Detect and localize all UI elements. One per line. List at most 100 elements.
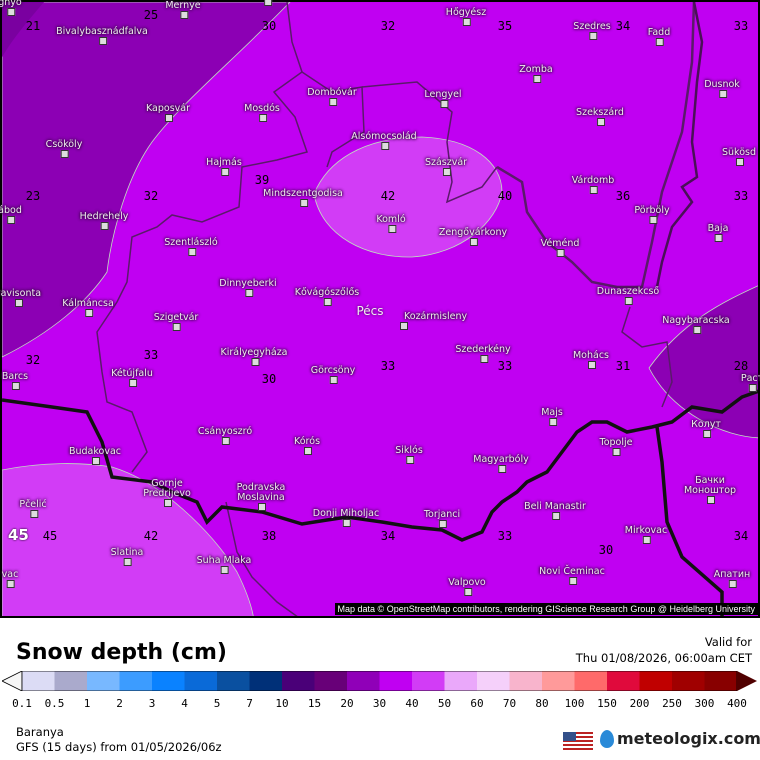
city-label: Várdomb — [572, 176, 614, 194]
city-label: Бачки Моноштор — [670, 476, 750, 504]
city-label: Mirkovac — [625, 526, 667, 544]
grid-value: 39 — [254, 173, 270, 187]
scale-tick-label: 200 — [629, 697, 650, 710]
grid-value: 28 — [733, 359, 749, 373]
city-label: Slatina — [111, 548, 143, 566]
city-label: Podravska Moslavina — [221, 483, 301, 511]
grid-value: 40 — [497, 189, 513, 203]
grid-value: 21 — [25, 19, 41, 33]
scale-tick-label: 2 — [116, 697, 123, 710]
city-label: Mosdós — [244, 104, 280, 122]
grid-value: 34 — [615, 19, 631, 33]
grid-value: 25 — [143, 8, 159, 22]
legend-title: Snow depth (cm) — [16, 640, 227, 665]
city-label: yavisonta — [0, 289, 41, 307]
city-label: Kórós — [294, 437, 320, 455]
grid-value: 32 — [143, 189, 159, 203]
grid-value: 23 — [25, 189, 41, 203]
city-label: Novi Čeminac — [539, 567, 605, 585]
city-label: Sükösd — [722, 148, 756, 166]
color-swatch — [412, 671, 445, 691]
city-label: Zengővárkony — [439, 228, 507, 246]
city-label: Somogyszil — [240, 0, 294, 6]
city-label: Suha Mlaka — [197, 556, 251, 574]
scale-tick-label: 3 — [148, 697, 156, 710]
city-label: gnyő — [0, 0, 22, 16]
color-swatch — [119, 671, 152, 691]
color-swatch — [444, 671, 477, 691]
color-swatch — [87, 671, 120, 691]
county-borders — [96, 2, 696, 616]
city-label: vac — [2, 570, 18, 588]
city-label: Kálmáncsa — [62, 299, 114, 317]
grid-value: 33 — [497, 359, 513, 373]
map-attribution[interactable]: Map data © OpenStreetMap contributors, r… — [334, 603, 758, 615]
color-swatch — [22, 671, 55, 691]
city-label: Barcs — [2, 372, 28, 390]
city-label: Szederkény — [455, 345, 511, 363]
color-swatch — [509, 671, 542, 691]
city-label: Раст — [741, 374, 760, 392]
us-flag-icon[interactable] — [563, 732, 593, 750]
color-swatch — [672, 671, 705, 691]
city-label: Csököly — [46, 140, 82, 158]
city-label: Véménd — [541, 239, 579, 257]
scale-tick-label: 20 — [340, 697, 354, 710]
scale-tick-label: 400 — [727, 697, 747, 710]
grid-value: 38 — [261, 529, 277, 543]
city-label: ábod — [0, 206, 22, 224]
city-label: Dinnyeberki — [219, 279, 277, 297]
city-label: Szekszárd — [576, 108, 624, 126]
grid-value: 45 — [42, 529, 58, 543]
color-swatch — [184, 671, 217, 691]
scale-tick-label: 15 — [307, 697, 322, 710]
city-label: Komló — [376, 215, 406, 233]
grid-value: 32 — [380, 19, 396, 33]
under-range-arrow — [2, 671, 23, 691]
city-label: Magyarbóly — [473, 455, 529, 473]
city-label: Hedrehely — [80, 212, 128, 230]
city-label: Апатин — [714, 570, 750, 588]
scale-tick-label: 0.5 — [44, 697, 65, 710]
city-label: Mernye — [165, 1, 201, 19]
map-layers — [2, 2, 758, 616]
grid-value: 30 — [261, 19, 277, 33]
grid-value: 33 — [497, 529, 513, 543]
city-label: Hőgyész — [446, 8, 486, 26]
city-label: Nagybaracska — [662, 316, 730, 334]
meteologix-logo[interactable]: meteologix.com — [600, 729, 760, 748]
scale-tick-label: 300 — [694, 697, 715, 710]
city-label: Szászvár — [425, 158, 467, 176]
color-swatch — [249, 671, 282, 691]
logo-drop-icon — [600, 729, 614, 748]
city-label: Királyegyháza — [220, 348, 288, 366]
scale-tick-label: 40 — [405, 697, 419, 710]
city-label: Csányoszró — [198, 427, 252, 445]
snow-depth-map[interactable] — [0, 0, 760, 618]
grid-value: 33 — [733, 189, 749, 203]
valid-label: Valid for — [704, 635, 752, 649]
grid-value: 31 — [615, 359, 631, 373]
scale-tick-label: 250 — [662, 697, 682, 710]
scale-tick-label: 150 — [597, 697, 617, 710]
color-swatch — [282, 671, 315, 691]
color-swatch — [347, 671, 380, 691]
color-swatch — [607, 671, 640, 691]
city-label: Budakovac — [69, 447, 121, 465]
grid-value: 36 — [615, 189, 631, 203]
city-label: Alsómocsolád — [351, 132, 417, 150]
dark-region-east — [648, 285, 758, 439]
scale-tick-label: 5 — [213, 697, 221, 710]
grid-value: 42 — [143, 529, 159, 543]
scale-tick-label: 30 — [372, 697, 387, 710]
city-label-pecs: Pécs — [356, 304, 384, 318]
grid-value: 42 — [380, 189, 396, 203]
city-label: Dusnok — [704, 80, 740, 98]
city-label: Majs — [541, 408, 563, 426]
city-label: Pčelić — [19, 500, 47, 518]
over-range-arrow — [737, 671, 757, 691]
city-label: Szentlászló — [164, 238, 218, 256]
city-label: Kaposvár — [146, 104, 190, 122]
grid-value: 32 — [25, 353, 41, 367]
scale-tick-label: 0.1 — [12, 697, 32, 710]
